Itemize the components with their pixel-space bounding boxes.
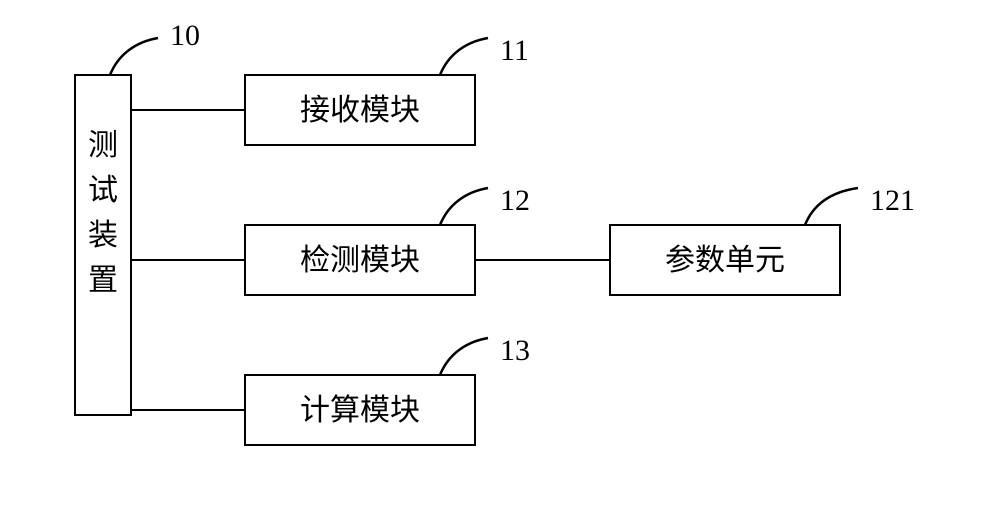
node-root-char1: 测 xyxy=(88,129,118,162)
node-11: 接收模块 xyxy=(245,75,475,145)
node-11-label: 接收模块 xyxy=(300,94,420,127)
node-121-label: 参数单元 xyxy=(665,244,785,277)
callout-10-number: 10 xyxy=(170,19,200,52)
callout-11 xyxy=(440,38,488,75)
callout-11-number: 11 xyxy=(500,34,529,67)
node-13: 计算模块 xyxy=(245,375,475,445)
node-12-label: 检测模块 xyxy=(300,244,420,277)
node-root-char3: 装 xyxy=(88,219,118,252)
callout-10 xyxy=(110,38,158,75)
callout-13-number: 13 xyxy=(500,334,530,367)
callout-121 xyxy=(805,188,858,225)
callout-12 xyxy=(440,188,488,225)
node-13-label: 计算模块 xyxy=(300,394,420,427)
callout-13 xyxy=(440,338,488,375)
callout-121-number: 121 xyxy=(870,184,915,217)
node-root-char4: 置 xyxy=(88,264,118,297)
block-diagram: 测 试 装 置 接收模块 检测模块 计算模块 参数单元 10 11 12 13 … xyxy=(0,0,1000,520)
node-root: 测 试 装 置 xyxy=(75,75,131,415)
node-root-char2: 试 xyxy=(88,174,118,207)
node-12: 检测模块 xyxy=(245,225,475,295)
callout-12-number: 12 xyxy=(500,184,530,217)
node-121: 参数单元 xyxy=(610,225,840,295)
